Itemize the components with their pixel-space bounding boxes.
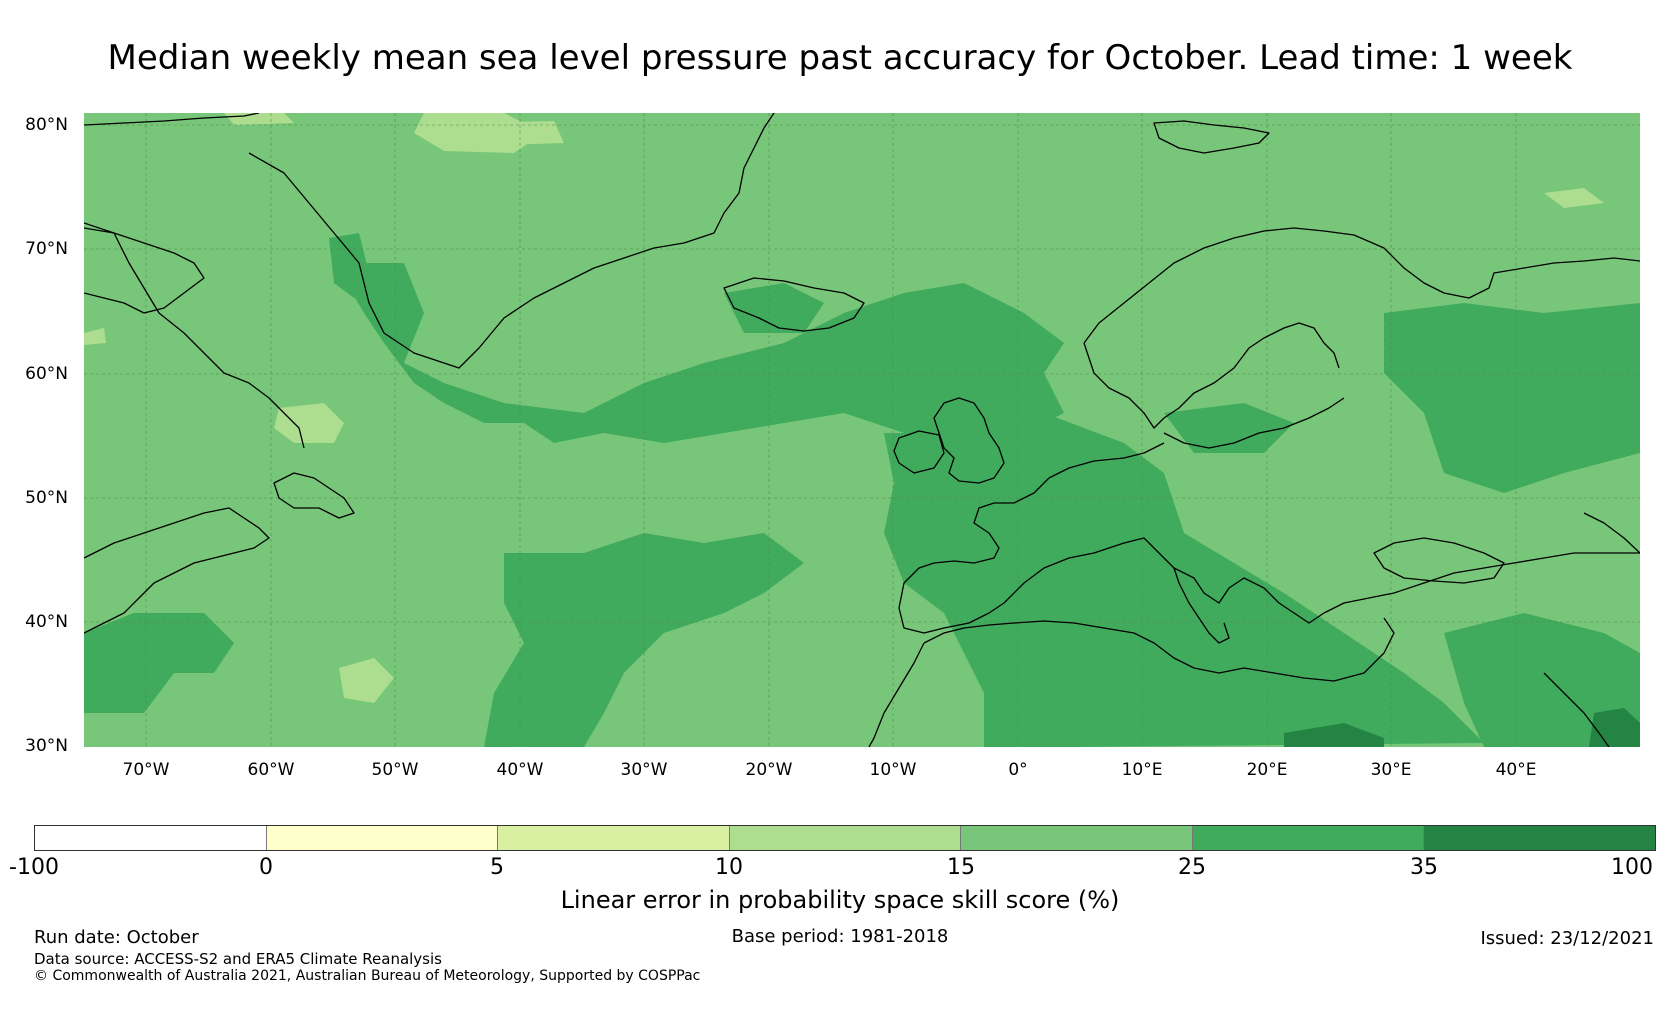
lon-label-30w: 30°W — [620, 760, 668, 780]
coastline-western-europe — [898, 442, 1165, 634]
coastline-east — [1583, 512, 1640, 554]
colorbar-tick-35: 35 — [1410, 855, 1438, 880]
coastline-ireland — [893, 430, 945, 474]
issued-date: Issued: 23/12/2021 — [1480, 928, 1654, 949]
colorbar-segment-35-100 — [1424, 826, 1656, 850]
lon-label-20e: 20°E — [1246, 760, 1288, 780]
lat-label-30n: 30°N — [25, 736, 68, 756]
lat-label-50n: 50°N — [25, 488, 68, 508]
colorbar-segment-10-15 — [729, 826, 962, 850]
map-gridlines — [84, 113, 1640, 747]
coastlines — [84, 113, 1640, 747]
coastline-greenland — [248, 113, 775, 369]
coastline-newfoundland — [273, 472, 355, 519]
colorbar-tick-10: 10 — [715, 855, 743, 880]
map-title: Median weekly mean sea level pressure pa… — [107, 38, 1573, 78]
coastline-us-east — [84, 507, 270, 634]
skill-region-25-35 — [84, 233, 1640, 747]
skill-region-10-15 — [84, 113, 1604, 703]
lon-label-10e: 10°E — [1121, 760, 1163, 780]
skill-region-15-25 — [84, 113, 1640, 747]
coastline-labrador — [84, 222, 305, 449]
run-date: Run date: October — [34, 927, 199, 948]
coastline-svalbard — [1153, 120, 1270, 154]
coastline-iceland — [723, 277, 865, 332]
skill-score-map — [84, 113, 1640, 747]
lat-label-70n: 70°N — [25, 239, 68, 259]
coastline-west-africa — [868, 642, 925, 747]
colorbar-segment-0-5 — [266, 826, 499, 850]
colorbar — [34, 825, 1656, 851]
coastline-mediterranean-north — [1003, 537, 1640, 624]
colorbar-tick-100: 100 — [1611, 855, 1653, 880]
colorbar-segment-15-25 — [961, 826, 1193, 850]
coastline-italy — [1173, 567, 1230, 644]
coastline-great-britain — [933, 397, 1005, 484]
colorbar-segment-neg100-0 — [35, 826, 267, 850]
lon-label-50w: 50°W — [371, 760, 419, 780]
lon-label-40w: 40°W — [496, 760, 544, 780]
copyright: © Commonwealth of Australia 2021, Austra… — [34, 968, 701, 984]
lon-label-20w: 20°W — [745, 760, 793, 780]
lon-label-60w: 60°W — [247, 760, 295, 780]
lon-label-30e: 30°E — [1370, 760, 1412, 780]
lon-label-10w: 10°W — [869, 760, 917, 780]
colorbar-tick-0: 0 — [259, 855, 273, 880]
lat-label-60n: 60°N — [25, 364, 68, 384]
lon-label-70w: 70°W — [122, 760, 170, 780]
lon-label-40e: 40°E — [1495, 760, 1537, 780]
lat-label-40n: 40°N — [25, 612, 68, 632]
colorbar-tick-15: 15 — [947, 855, 975, 880]
lon-label-0: 0° — [1008, 760, 1028, 780]
coastline-north-africa — [923, 617, 1395, 682]
coastline-scandinavia — [1083, 227, 1640, 344]
data-source: Data source: ACCESS-S2 and ERA5 Climate … — [34, 950, 442, 968]
coastline-red-sea — [1543, 672, 1610, 747]
colorbar-tick-25: 25 — [1178, 855, 1206, 880]
colorbar-tick-neg100: -100 — [9, 855, 59, 880]
lat-label-80n: 80°N — [25, 115, 68, 135]
base-period: Base period: 1981-2018 — [731, 926, 949, 947]
coastline-sweden-finland — [1083, 322, 1340, 429]
colorbar-segment-25-35 — [1192, 826, 1425, 850]
colorbar-label: Linear error in probability space skill … — [560, 886, 1120, 914]
colorbar-tick-5: 5 — [490, 855, 504, 880]
coastline-baltic — [1163, 397, 1345, 449]
coastline-arctic-canada — [84, 113, 260, 126]
coastline-baffin — [84, 227, 205, 314]
colorbar-segment-5-10 — [498, 826, 730, 850]
coastline-black-sea — [1373, 537, 1505, 584]
